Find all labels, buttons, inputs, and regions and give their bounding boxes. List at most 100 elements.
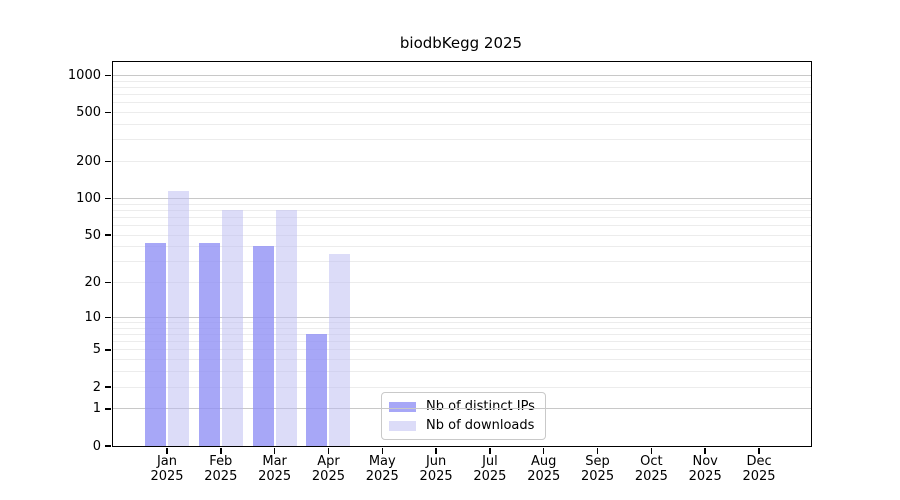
x-tick-label: Apr 2025 [301,454,355,484]
minor-gridline [113,209,811,211]
x-tick [489,448,491,454]
bar-jan-downloads [168,191,189,446]
legend-label-distinct-ips: Nb of distinct IPs [426,399,535,414]
minor-gridline [113,124,811,125]
month-label: Dec [746,454,772,469]
minor-gridline [113,333,811,335]
y-tick [105,111,111,114]
year-label: 2025 [150,469,184,484]
year-label: 2025 [419,469,453,484]
minor-gridline [113,94,811,96]
y-tick-label: 500 [76,105,101,121]
month-label: Jul [482,454,498,469]
minor-gridline [113,234,811,236]
x-tick-label: Jan 2025 [140,454,194,484]
x-tick [704,448,706,454]
minor-gridline [113,327,811,329]
minor-gridline [113,261,811,263]
bar-feb-distinct-ips [198,243,220,446]
x-tick-label: Oct 2025 [624,454,678,484]
x-tick-label: Jul 2025 [463,454,517,484]
month-label: Feb [209,454,233,469]
y-tick-label: 0 [92,438,101,454]
year-label: 2025 [258,469,292,484]
legend-swatch-downloads [389,420,416,431]
year-label: 2025 [204,469,238,484]
y-tick [105,408,111,410]
y-tick [105,316,111,319]
bar-apr-downloads [329,253,351,446]
minor-gridline [113,216,811,218]
x-tick [327,448,330,454]
x-tick-label: Aug 2025 [517,454,571,484]
minor-gridline [113,371,811,373]
x-tick-label: Dec 2025 [732,454,786,484]
minor-gridline [113,349,811,351]
x-tick [381,448,384,454]
month-label: Nov [692,454,718,469]
bar-feb-downloads [221,210,243,446]
x-tick-label: Jun 2025 [409,454,463,484]
y-tick [105,197,111,200]
legend-swatch-distinct-ips [389,401,416,412]
year-label: 2025 [473,469,507,484]
legend-row-distinct-ips: Nb of distinct IPs [389,399,535,414]
minor-gridline [113,139,811,141]
y-tick [105,445,111,447]
month-label: Jun [425,454,447,469]
month-label: Mar [262,454,287,469]
y-tick-label: 20 [84,275,101,291]
chart-title: biodbKegg 2025 [399,34,523,52]
x-tick [273,448,276,454]
bar-mar-distinct-ips [252,245,274,446]
y-tick [105,386,111,388]
x-tick-label: May 2025 [355,454,409,484]
legend-row-downloads: Nb of downloads [389,418,535,433]
minor-gridline [113,112,811,114]
y-tick [105,74,111,77]
x-tick-label: Sep 2025 [571,454,625,484]
month-label: Oct [640,454,663,469]
year-label: 2025 [527,469,561,484]
minor-gridline [113,246,811,248]
minor-gridline [113,386,811,388]
x-tick-label: Nov 2025 [678,454,732,484]
y-tick [105,160,111,163]
year-label: 2025 [311,469,345,484]
x-tick [650,448,653,454]
month-label: Apr [317,454,340,469]
x-tick [542,448,545,454]
minor-gridline [113,80,811,82]
plot-area: Nb of distinct IPs Nb of downloads 0 1 2 5 1… [68,61,812,484]
year-label: 2025 [688,469,722,484]
legend-label-downloads: Nb of downloads [426,418,535,433]
minor-gridline [113,225,811,226]
minor-gridline [113,359,811,361]
year-label: 2025 [634,469,668,484]
y-tick-label: 5 [92,342,101,358]
legend: Nb of distinct IPs Nb of downloads [381,392,546,440]
minor-gridline [113,322,811,323]
minor-gridline [113,282,811,284]
y-tick [105,234,111,236]
major-gridline [113,408,811,410]
x-tick [166,448,168,454]
year-label: 2025 [742,469,776,484]
x-tick-label: Mar 2025 [248,454,302,484]
y-tick-label: 50 [84,227,101,243]
y-tick-label: 200 [76,154,101,170]
y-tick-label: 2 [92,379,101,395]
y-tick-label: 1000 [67,67,101,83]
month-label: Sep [585,454,610,469]
minor-gridline [113,203,811,205]
y-tick-label: 100 [76,190,101,206]
year-label: 2025 [581,469,615,484]
year-label: 2025 [365,469,399,484]
minor-gridline [113,161,811,163]
month-label: May [368,454,396,469]
y-tick [105,281,111,284]
minor-gridline [113,102,811,104]
x-tick [596,448,599,454]
major-gridline [113,316,811,318]
